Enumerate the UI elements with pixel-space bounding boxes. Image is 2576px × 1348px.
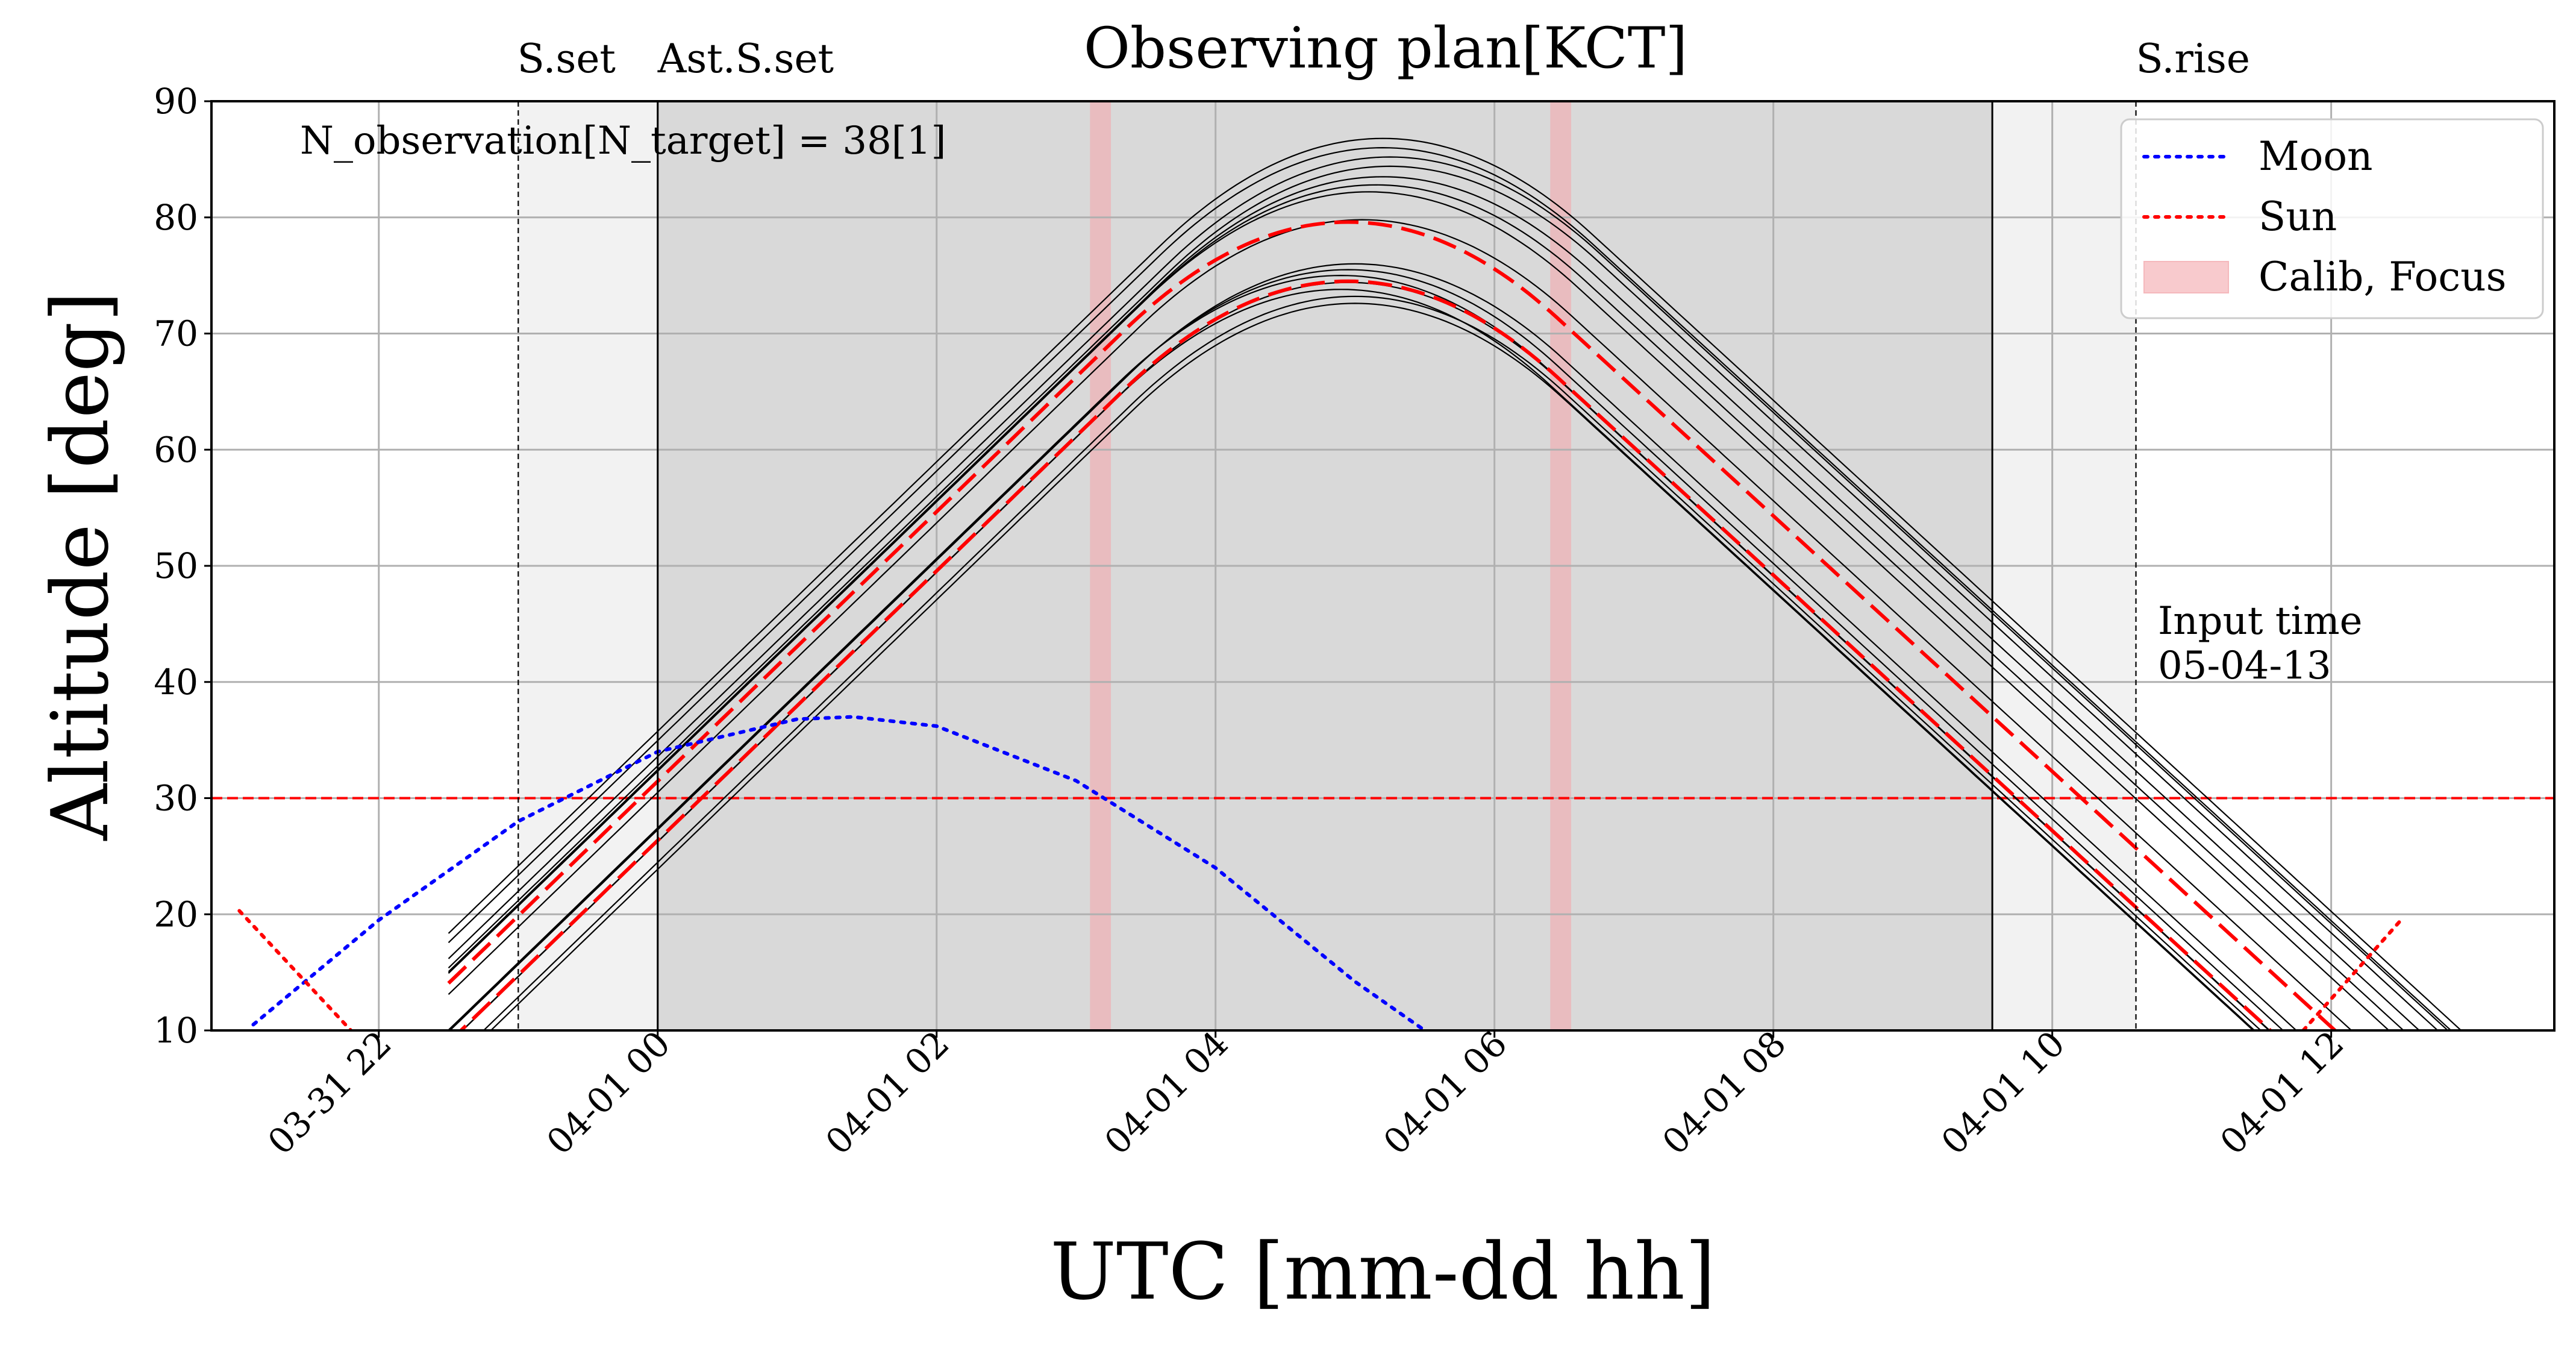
legend-label: Calib, Focus xyxy=(2259,254,2507,300)
y-tick-label: 50 xyxy=(154,545,198,586)
y-axis-title: Altitude [deg] xyxy=(34,291,126,841)
legend-swatch-calib-focus xyxy=(2143,261,2229,293)
x-tick-label: 03-31 22 xyxy=(260,1023,399,1163)
y-tick-label: 10 xyxy=(154,1010,198,1051)
observation-count: N_observation[N_target] = 38[1] xyxy=(300,119,946,163)
y-tick-label: 40 xyxy=(154,662,198,703)
legend-label: Moon xyxy=(2259,133,2373,180)
x-tick-label: 04-01 10 xyxy=(1933,1023,2073,1163)
x-axis-title: UTC [mm-dd hh] xyxy=(1050,1226,1715,1317)
event-label: Ast.S.set xyxy=(657,36,834,82)
sun-altitude-curve-evening xyxy=(237,909,353,1030)
target-track xyxy=(448,219,2352,1030)
target-track xyxy=(449,263,2298,1030)
target-track xyxy=(448,156,2449,1030)
event-label: S.set xyxy=(517,36,616,82)
target-track xyxy=(448,165,2439,1030)
target-track xyxy=(448,176,2421,1030)
x-tick-label: 04-01 06 xyxy=(1375,1023,1515,1163)
input-time-label: 05-04-13 xyxy=(2158,644,2331,688)
target-track xyxy=(483,295,2262,1030)
y-tick-label: 30 xyxy=(154,778,198,819)
target-track xyxy=(490,303,2254,1030)
target-track xyxy=(461,289,2256,1030)
sun-altitude-curve-morning xyxy=(2301,918,2403,1030)
y-tick-label: 70 xyxy=(154,313,198,354)
target-track xyxy=(448,146,2453,1030)
event-label: S.rise xyxy=(2136,36,2250,82)
observed-track-highlight xyxy=(447,220,2338,1030)
y-tick-label: 80 xyxy=(154,197,198,238)
x-tick-label: 04-01 04 xyxy=(1096,1023,1236,1163)
legend-label: Sun xyxy=(2259,193,2337,240)
y-tick-label: 90 xyxy=(154,81,198,122)
target-track xyxy=(448,191,2390,1030)
chart-title: Observing plan[KCT] xyxy=(1084,16,1687,81)
x-tick-label: 04-01 00 xyxy=(539,1023,678,1163)
x-tick-label: 04-01 02 xyxy=(818,1023,957,1163)
observed-track-highlight xyxy=(458,279,2274,1030)
x-tick-label: 04-01 08 xyxy=(1654,1023,1794,1163)
target-track xyxy=(448,137,2462,1030)
y-tick-label: 20 xyxy=(154,894,198,935)
y-tick-label: 60 xyxy=(154,429,198,470)
input-time-label: Input time xyxy=(2158,599,2363,644)
x-tick-label: 04-01 12 xyxy=(2212,1023,2352,1163)
